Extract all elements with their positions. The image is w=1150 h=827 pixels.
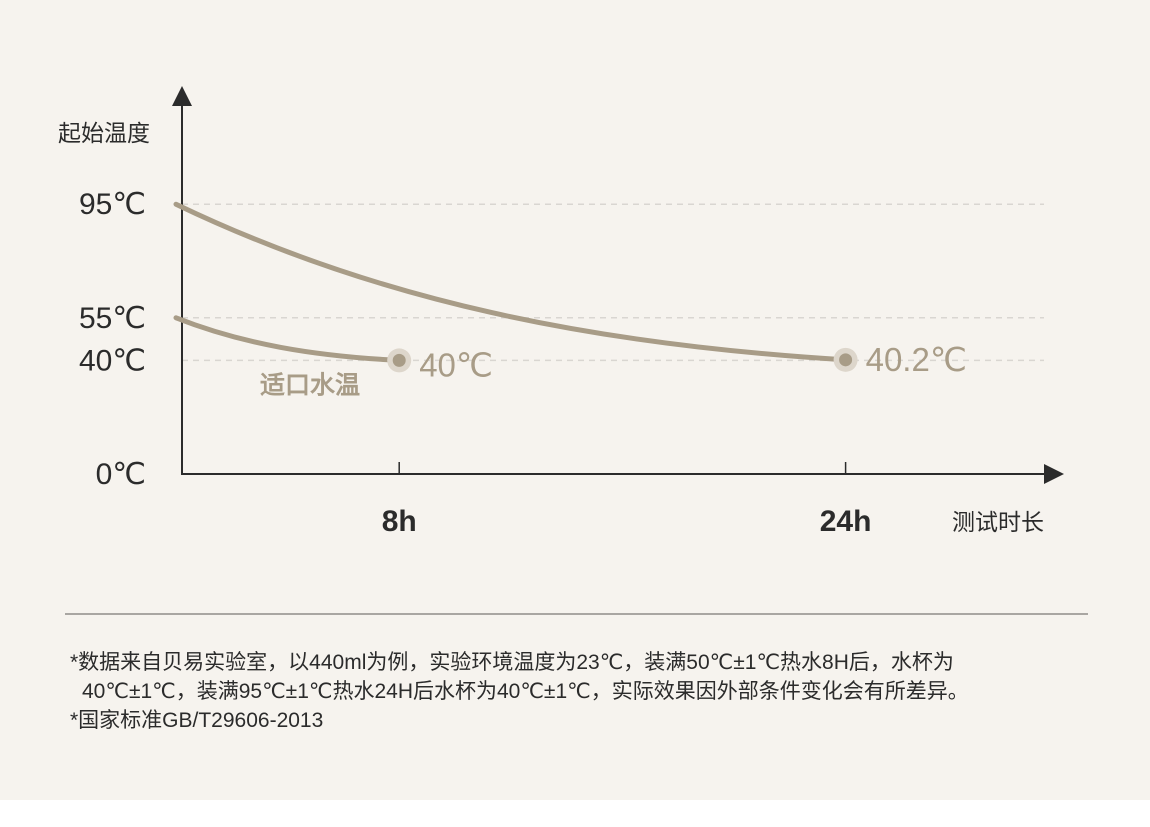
x-tick-label-8: 8h <box>382 505 417 538</box>
series-1-curve <box>173 201 849 363</box>
x-tick-label-24: 24h <box>820 505 872 538</box>
grid-lines <box>182 203 1044 362</box>
temperature-chart: 起始温度 测试时长 95℃ 55℃ 40℃ 0℃ 8h 24h 40.2℃ 40℃ 适口水温 <box>58 86 1064 538</box>
series-1-end-point <box>839 353 853 367</box>
y-axis-title: 起始温度 <box>58 120 150 146</box>
series-1-end-label: 40.2℃ <box>866 341 967 378</box>
footnotes: *数据来自贝易实验室，以440ml为例，实验环境温度为23℃，装满50℃±1℃热… <box>70 648 1110 735</box>
x-axis-title: 测试时长 <box>952 509 1044 535</box>
y-axis-arrow <box>172 86 192 106</box>
section-divider <box>65 613 1088 615</box>
footnote-line-2: 40℃±1℃，装满95℃±1℃热水24H后水杯为40℃±1℃，实际效果因外部条件… <box>82 680 969 703</box>
axis-ticks: 95℃ 55℃ 40℃ 0℃ 8h 24h <box>79 188 872 538</box>
y-tick-label-95: 95℃ <box>79 188 146 221</box>
axes: 起始温度 测试时长 <box>58 86 1064 535</box>
y-tick-label-0: 0℃ <box>96 458 146 491</box>
series-2-end-point <box>392 353 406 367</box>
y-tick-label-40: 40℃ <box>79 344 146 377</box>
x-axis-arrow <box>1044 464 1064 484</box>
y-tick-label-55: 55℃ <box>79 302 146 335</box>
series-2-end-label: 40℃ <box>419 346 493 383</box>
footnote-line-3: *国家标准GB/T29606-2013 <box>70 709 324 732</box>
chart-panel: 起始温度 测试时长 95℃ 55℃ 40℃ 0℃ 8h 24h 40.2℃ 40℃ 适口水温 … <box>0 0 1150 800</box>
series: 40.2℃ 40℃ 适口水温 <box>173 201 967 399</box>
footnote-line-1: *数据来自贝易实验室，以440ml为例，实验环境温度为23℃，装满50℃±1℃热… <box>70 651 954 674</box>
series-2-annotation: 适口水温 <box>260 371 360 399</box>
series-2-curve <box>173 315 402 363</box>
